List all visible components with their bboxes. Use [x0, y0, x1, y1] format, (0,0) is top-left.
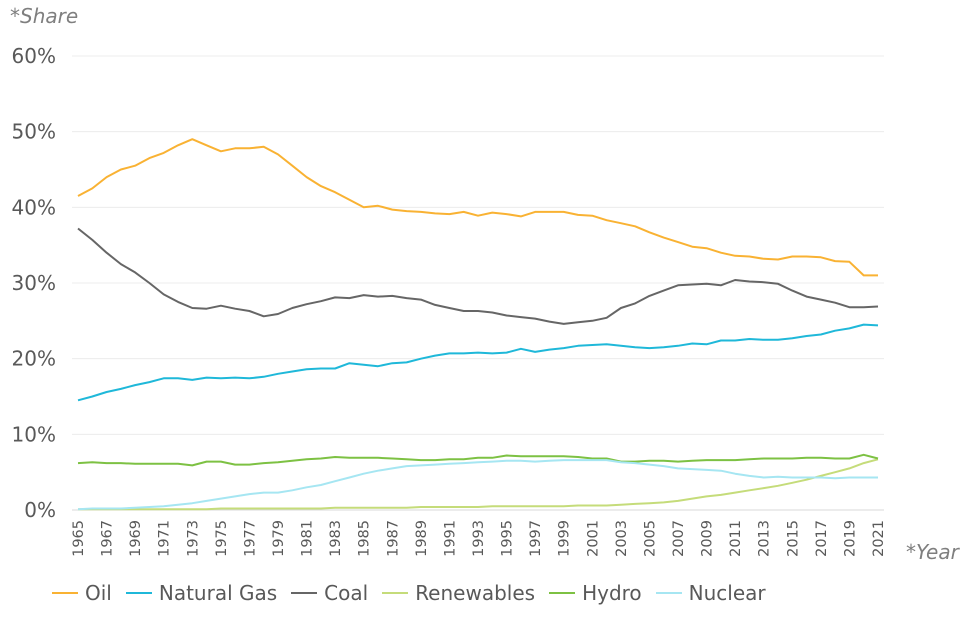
y-tick-label: 50%: [12, 120, 56, 144]
x-tick-label: 2017: [814, 520, 830, 557]
legend-label: Natural Gas: [158, 581, 278, 605]
legend-label: Coal: [324, 581, 369, 605]
legend-swatch: [52, 592, 78, 594]
x-tick-label: 1977: [242, 520, 258, 557]
series-line-renewables: [78, 458, 879, 511]
x-tick-label: 1971: [157, 520, 173, 557]
legend-label: Nuclear: [688, 581, 766, 605]
x-tick-label: 2005: [642, 520, 658, 557]
x-tick-label: 2001: [585, 520, 601, 557]
x-tick-label: 2009: [700, 520, 716, 557]
x-tick-label: 2019: [842, 520, 858, 557]
x-tick-label: 2011: [728, 520, 744, 557]
y-tick-label: 40%: [12, 195, 56, 219]
x-tick-label: 1987: [385, 520, 401, 557]
legend-label: Hydro: [582, 581, 642, 605]
x-tick-label: 1979: [271, 520, 287, 557]
x-tick-label: 1985: [357, 520, 373, 557]
x-tick-label: 1969: [128, 520, 144, 557]
series-line-coal: [77, 227, 879, 325]
x-tick-label: 2013: [757, 520, 773, 557]
series-line-nuclear: [77, 459, 878, 511]
y-tick-label: 60%: [12, 44, 56, 68]
series-line-oil: [77, 138, 878, 277]
x-tick-label: 1993: [471, 520, 487, 557]
x-axis-title: *Year: [906, 540, 959, 564]
legend-item: Hydro: [549, 581, 642, 605]
legend-swatch: [655, 592, 682, 594]
x-tick-label: 2003: [614, 520, 630, 557]
x-tick-label: 2015: [785, 520, 801, 557]
legend-label: Renewables: [415, 581, 536, 605]
x-tick-label: 1983: [328, 520, 344, 557]
y-axis-title: *Share: [10, 4, 79, 28]
legend-item: Oil: [52, 581, 112, 605]
x-tick-label: 1999: [557, 520, 573, 557]
series-line-natural-gas: [77, 323, 879, 402]
x-tick-label: 1991: [442, 520, 458, 557]
y-tick-label: 0%: [24, 498, 56, 522]
legend-item: Renewables: [382, 581, 535, 605]
legend-swatch: [549, 592, 576, 594]
legend-label: Oil: [85, 581, 112, 605]
series-line-hydro: [77, 453, 879, 467]
x-tick-label: 2007: [671, 520, 687, 557]
x-tick-label: 1989: [414, 520, 430, 557]
x-tick-label: 1965: [71, 520, 87, 557]
legend-item: Natural Gas: [125, 581, 278, 605]
y-tick-label: 10%: [12, 422, 56, 446]
legend-item: Nuclear: [655, 581, 766, 605]
legend-swatch: [125, 592, 152, 594]
x-tick-label: 1997: [528, 520, 544, 557]
legend: Oil Natural Gas Coal Renewables Hydro Nuclear: [52, 581, 780, 605]
legend-swatch: [382, 592, 409, 594]
x-tick-label: 1995: [500, 520, 516, 557]
x-tick-label: 1981: [300, 520, 316, 557]
y-tick-label: 20%: [12, 347, 56, 371]
legend-swatch: [291, 592, 318, 594]
y-tick-label: 30%: [12, 271, 56, 295]
legend-item: Coal: [291, 581, 368, 605]
x-tick-label: 2021: [871, 520, 887, 557]
x-tick-label: 1967: [100, 520, 116, 557]
x-tick-label: 1975: [214, 520, 230, 557]
x-tick-label: 1973: [185, 520, 201, 557]
